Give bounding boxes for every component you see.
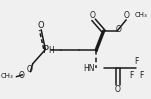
Text: O: O xyxy=(116,25,121,34)
Text: CH₃: CH₃ xyxy=(135,12,147,18)
Text: F: F xyxy=(135,57,139,66)
Text: O: O xyxy=(18,71,24,80)
Text: O: O xyxy=(90,11,96,20)
Text: O: O xyxy=(124,11,130,20)
Text: F: F xyxy=(130,71,134,80)
Text: H: H xyxy=(48,47,54,55)
Text: O: O xyxy=(115,85,121,94)
Text: HN: HN xyxy=(84,64,95,73)
Text: O: O xyxy=(27,65,33,74)
Text: F: F xyxy=(140,71,144,80)
Text: CH₃: CH₃ xyxy=(1,73,13,79)
Text: P: P xyxy=(43,44,49,55)
Text: O: O xyxy=(37,21,44,30)
